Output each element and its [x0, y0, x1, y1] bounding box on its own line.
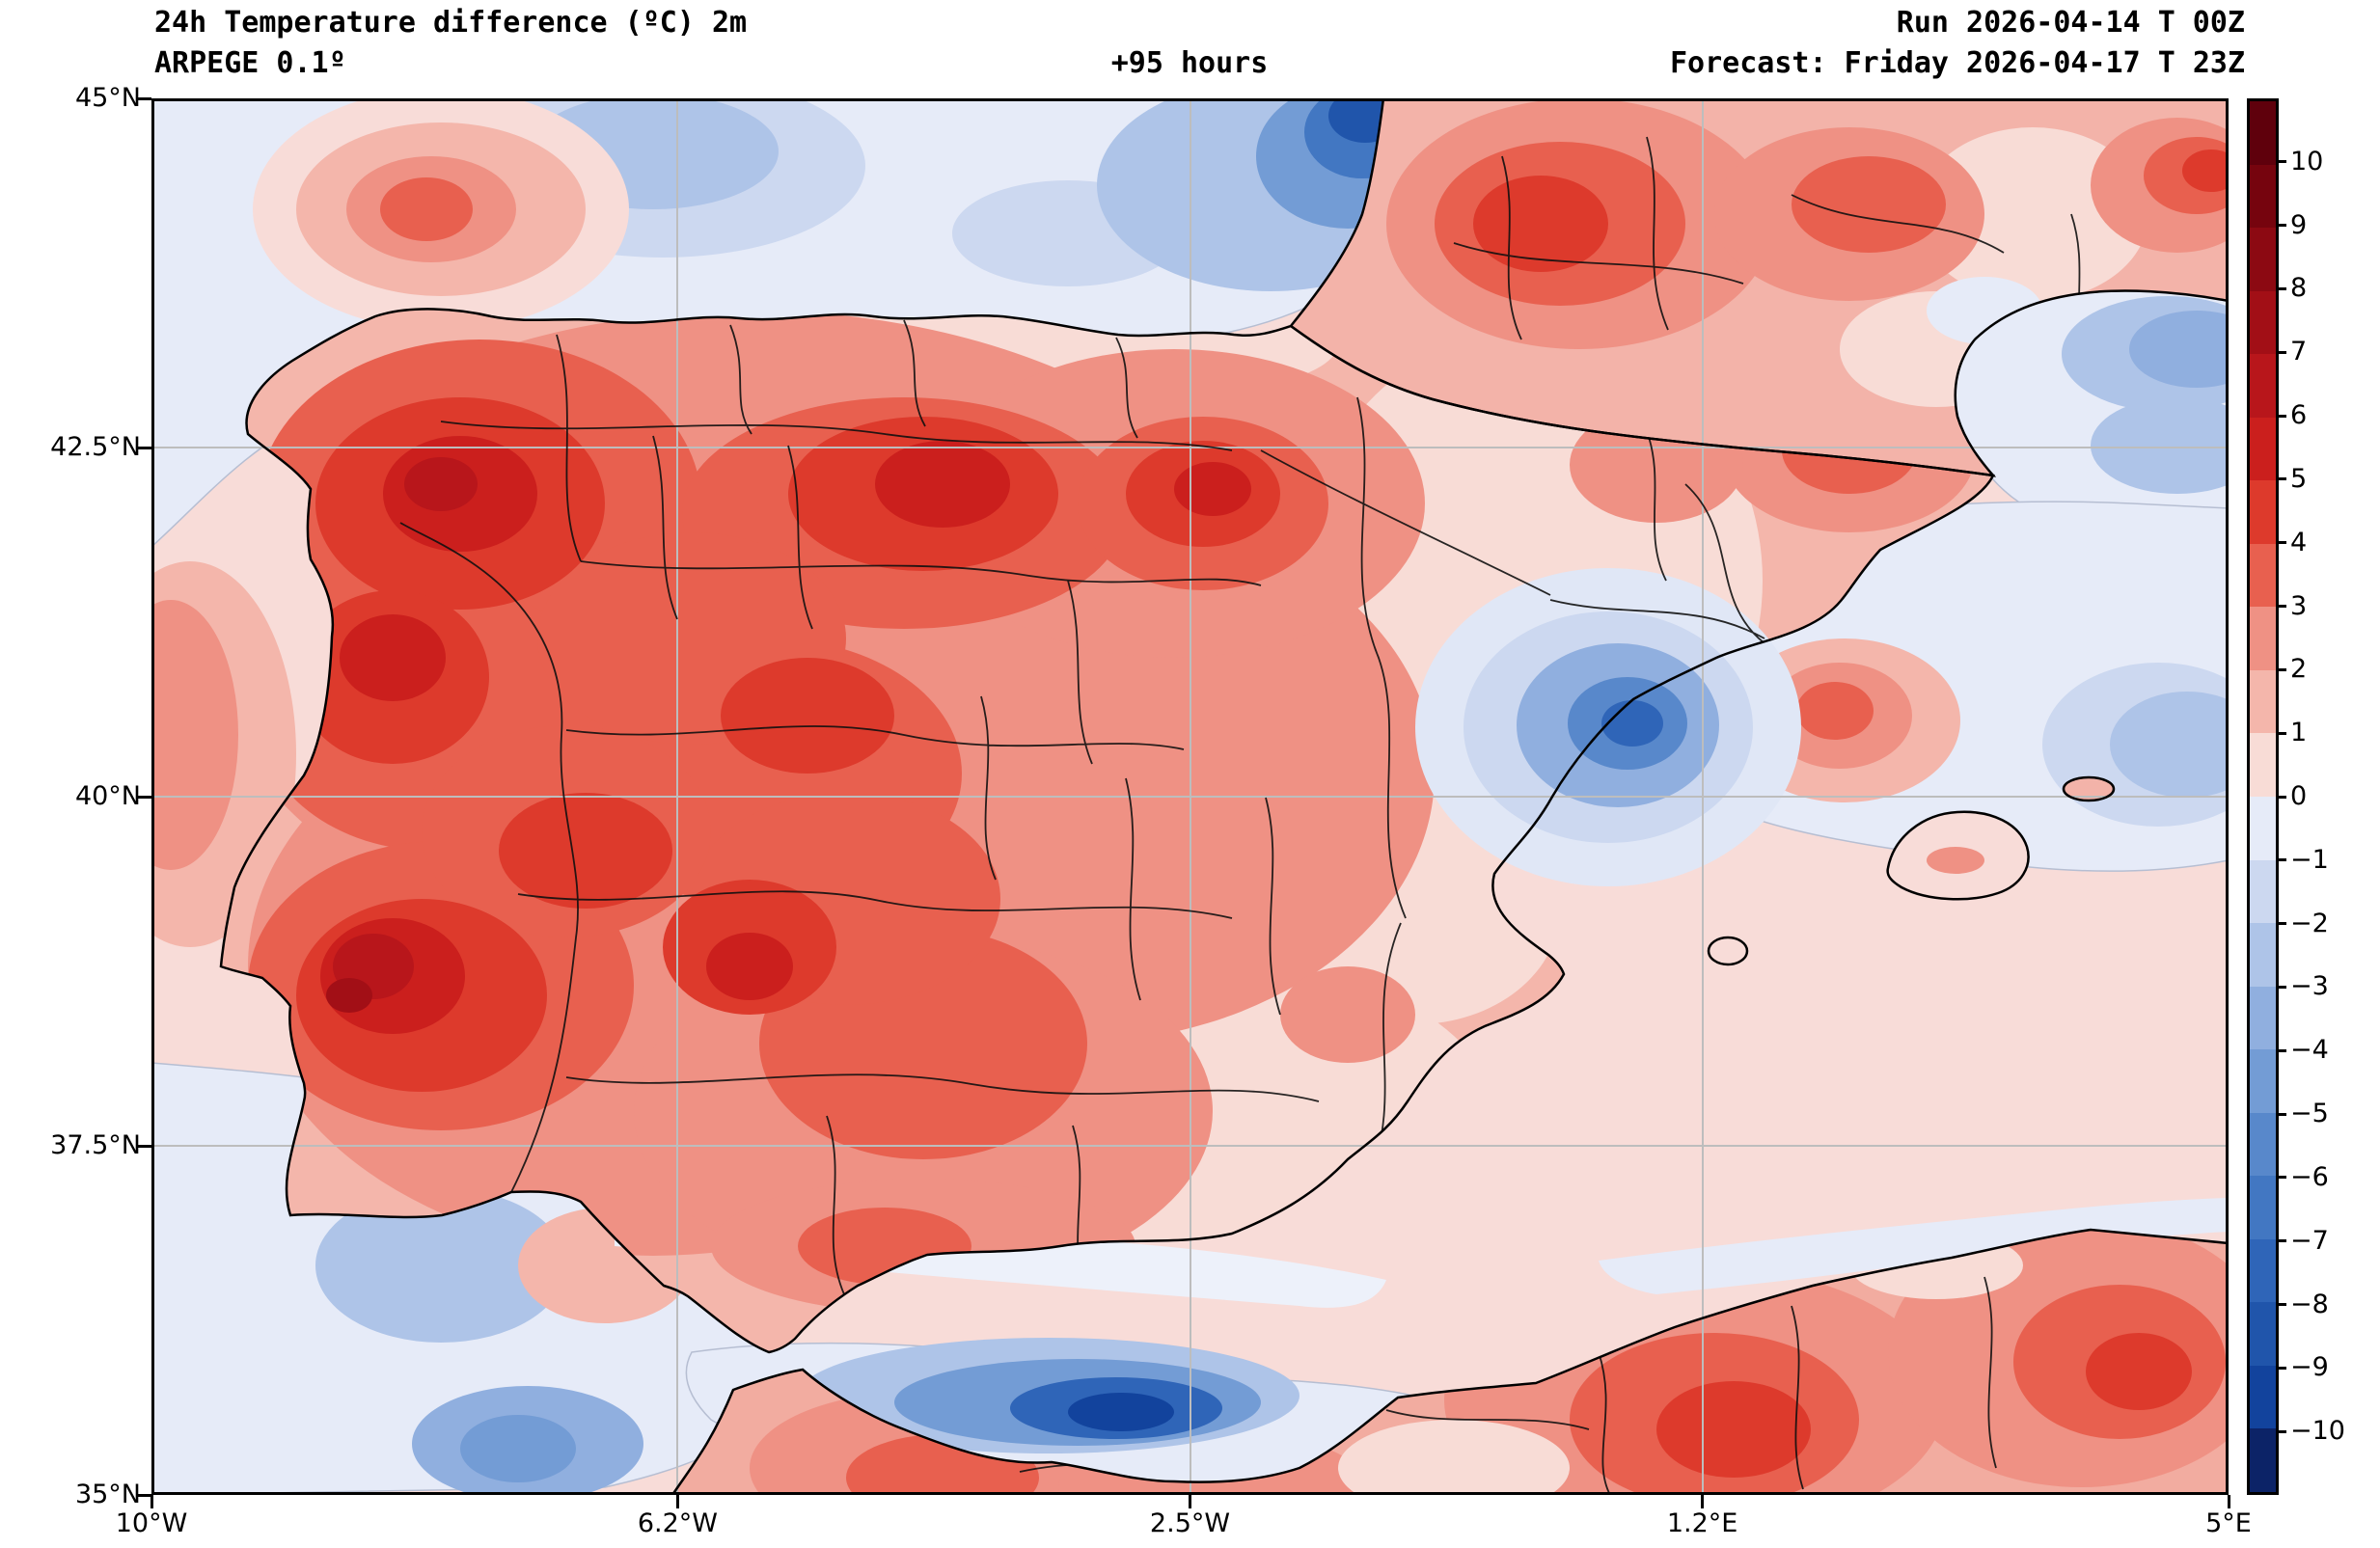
colorbar-tick-mark	[2279, 1429, 2286, 1433]
colorbar-tick-label: 3	[2290, 590, 2308, 621]
map-canvas	[151, 98, 2229, 1495]
colorbar-segment	[2250, 1049, 2276, 1113]
colorbar-tick-mark	[2279, 605, 2286, 609]
colorbar-tick-label: 2	[2290, 654, 2308, 685]
colorbar-segment	[2250, 101, 2276, 165]
x-tick-label: 10°W	[115, 1508, 188, 1538]
colorbar-tick-label: −6	[2290, 1161, 2329, 1192]
colorbar-tick-mark	[2279, 160, 2286, 164]
colorbar-tick-mark	[2279, 224, 2286, 228]
colorbar-tick-label: −10	[2290, 1416, 2345, 1447]
colorbar-tick-mark	[2279, 1303, 2286, 1307]
colorbar-tick-label: 6	[2290, 400, 2308, 431]
x-tick-label: 6.2°W	[637, 1508, 718, 1538]
colorbar-segment	[2250, 1176, 2276, 1239]
y-tick-label: 40°N	[74, 781, 141, 811]
colorbar-segment	[2250, 543, 2276, 608]
y-tick-mark	[138, 1493, 151, 1497]
x-tick-label: 2.5°W	[1149, 1508, 1231, 1538]
colorbar-segment	[2250, 797, 2276, 860]
colorbar-segment	[2250, 923, 2276, 987]
colorbar-tick-mark	[2279, 922, 2286, 926]
y-tick-label: 45°N	[74, 83, 141, 113]
colorbar-tick-mark	[2279, 795, 2286, 799]
colorbar	[2247, 98, 2279, 1495]
colorbar-segment	[2250, 164, 2276, 229]
colorbar-segment	[2250, 1428, 2276, 1493]
colorbar-segment	[2250, 1238, 2276, 1303]
colorbar-segment	[2250, 986, 2276, 1050]
colorbar-tick-mark	[2279, 286, 2286, 290]
colorbar-segment	[2250, 859, 2276, 924]
y-tick-label: 42.5°N	[50, 432, 141, 462]
colorbar-tick-mark	[2279, 1048, 2286, 1052]
colorbar-segment	[2250, 417, 2276, 481]
colorbar-segment	[2250, 290, 2276, 355]
map-plot-area	[151, 98, 2229, 1495]
colorbar-segment	[2250, 354, 2276, 418]
colorbar-segment	[2250, 1112, 2276, 1177]
colorbar-segment	[2250, 1365, 2276, 1429]
colorbar-tick-mark	[2279, 1239, 2286, 1243]
colorbar-tick-label: −4	[2290, 1035, 2329, 1066]
lead-time-label: +95 hours	[1110, 46, 1269, 80]
colorbar-tick-label: 8	[2290, 273, 2308, 304]
colorbar-tick-mark	[2279, 541, 2286, 545]
colorbar-tick-mark	[2279, 985, 2286, 989]
coastlines	[219, 98, 2229, 1495]
colorbar-tick-label: −1	[2290, 844, 2329, 875]
colorbar-tick-label: −8	[2290, 1289, 2329, 1319]
colorbar-tick-label: 1	[2290, 718, 2308, 748]
model-label: ARPEGE 0.1º	[154, 46, 346, 80]
colorbar-tick-mark	[2279, 667, 2286, 671]
forecast-valid-label: Forecast: Friday 2026-04-17 T 23Z	[1669, 46, 2245, 80]
colorbar-tick-label: 7	[2290, 337, 2308, 367]
colorbar-tick-label: −7	[2290, 1225, 2329, 1256]
valencia-cold-blob	[1415, 568, 1801, 886]
colorbar-tick-mark	[2279, 477, 2286, 481]
chart-title: 24h Temperature difference (ºC) 2m	[154, 6, 748, 40]
colorbar-tick-label: −9	[2290, 1352, 2329, 1383]
graticule-grid	[151, 98, 2229, 1495]
x-tick-label: 5°E	[2205, 1508, 2252, 1538]
x-tick-mark	[150, 1495, 153, 1508]
colorbar-tick-mark	[2279, 1366, 2286, 1370]
colorbar-tick-label: −3	[2290, 971, 2329, 1002]
colorbar-tick-label: 10	[2290, 146, 2324, 177]
colorbar-tick-label: −2	[2290, 908, 2329, 938]
colorbar-segment	[2250, 1302, 2276, 1366]
colorbar-segment	[2250, 228, 2276, 291]
plot-border	[151, 98, 2229, 1495]
colorbar-tick-mark	[2279, 414, 2286, 418]
colorbar-tick-label: 4	[2290, 527, 2308, 557]
y-tick-mark	[138, 96, 151, 100]
y-tick-label: 35°N	[74, 1480, 141, 1509]
colorbar-tick-mark	[2279, 858, 2286, 862]
colorbar-segment	[2250, 669, 2276, 734]
y-tick-mark	[138, 795, 151, 799]
colorbar-tick-mark	[2279, 1176, 2286, 1180]
colorbar-tick-label: 9	[2290, 209, 2308, 240]
colorbar-segment	[2250, 733, 2276, 798]
run-label: Run 2026-04-14 T 00Z	[1896, 6, 2245, 40]
x-tick-label: 1.2°E	[1666, 1508, 1738, 1538]
x-tick-mark	[1189, 1495, 1191, 1508]
x-tick-mark	[1701, 1495, 1705, 1508]
balearic-islands	[1709, 777, 2114, 964]
colorbar-tick-label: 5	[2290, 463, 2308, 494]
x-tick-mark	[2227, 1495, 2230, 1508]
colorbar-tick-label: −5	[2290, 1099, 2329, 1129]
x-tick-mark	[675, 1495, 679, 1508]
colorbar-tick-mark	[2279, 731, 2286, 735]
colorbar-tick-mark	[2279, 350, 2286, 354]
y-tick-mark	[138, 1144, 151, 1148]
colorbar-tick-mark	[2279, 1112, 2286, 1116]
y-tick-mark	[138, 446, 151, 449]
y-tick-label: 37.5°N	[50, 1130, 141, 1160]
colorbar-segment	[2250, 480, 2276, 544]
colorbar-segment	[2250, 607, 2276, 670]
colorbar-tick-label: 0	[2290, 781, 2308, 811]
